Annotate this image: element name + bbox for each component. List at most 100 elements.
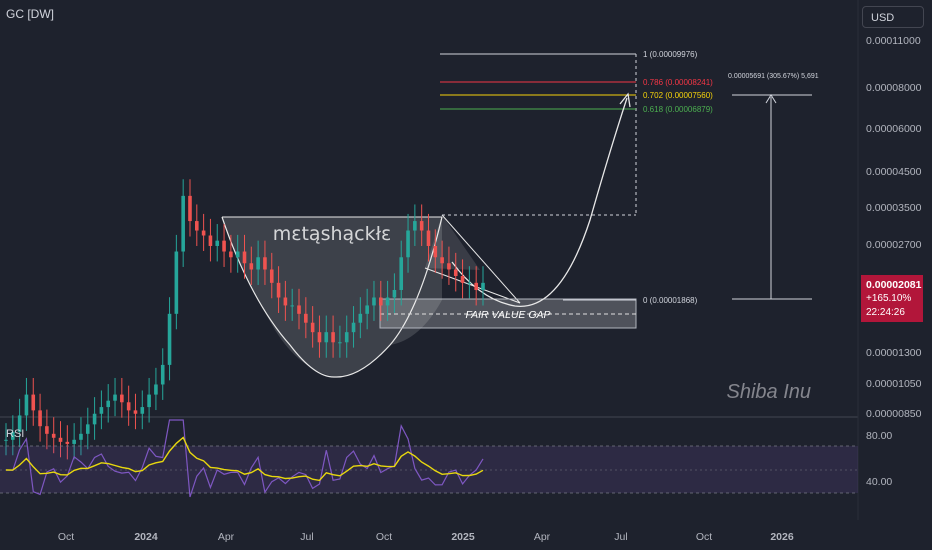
x-tick-label: Oct (696, 531, 712, 543)
candle-body (229, 251, 233, 258)
rsi-ma-line (5, 436, 484, 482)
candle-body (167, 313, 172, 365)
x-tick-label: Jul (300, 531, 313, 543)
candle-body (45, 426, 49, 434)
y-tick-label: 0.00003500 (866, 202, 922, 214)
candle-body (160, 364, 165, 385)
last-price: 0.00002081 (866, 279, 922, 291)
cup-fill (222, 217, 442, 378)
candle-body (385, 297, 390, 306)
y-tick-label: 0.00002700 (866, 239, 922, 251)
x-tick-label: Oct (376, 531, 392, 543)
y-tick-label: 0.00000850 (866, 408, 922, 420)
candle-body (474, 282, 478, 290)
bar-countdown: 22:24:26 (866, 307, 905, 318)
candle-body (208, 235, 213, 246)
candle-body (31, 394, 36, 411)
candle-body (38, 410, 42, 427)
y-tick-label: 0.00004500 (866, 166, 922, 178)
candle-body (304, 313, 308, 323)
x-tick-label: Apr (534, 531, 551, 543)
x-tick-label: Jul (614, 531, 627, 543)
candle-body (215, 240, 220, 246)
candle-body (290, 305, 294, 307)
candle-body (276, 282, 281, 298)
candle-body (242, 251, 247, 264)
measure-arrow-head (765, 94, 777, 104)
candle-body (358, 313, 363, 323)
candle-body (324, 332, 329, 343)
x-tick-label: 2024 (134, 531, 158, 543)
candle-body (426, 230, 431, 246)
candle-body (174, 251, 179, 314)
candle-body (338, 342, 342, 344)
candle-body (372, 297, 376, 306)
y-tick-label: 0.00001050 (866, 378, 922, 390)
y-tick-label: 0.00006000 (866, 123, 922, 135)
candle-body (188, 195, 192, 222)
candle-body (263, 257, 267, 270)
candle-body (147, 394, 151, 408)
asset-watermark: Shiba Inu (726, 381, 811, 403)
candle-body (269, 269, 274, 283)
price-change: +165.10% (866, 293, 912, 304)
rsi-line (5, 419, 484, 498)
candle-body (460, 276, 465, 283)
candle-body (51, 433, 56, 438)
candle-body (413, 221, 417, 231)
candle-body (406, 230, 410, 258)
candle-body (72, 439, 76, 444)
candle-body (65, 441, 70, 444)
candle-body (120, 394, 124, 403)
candle-body (79, 433, 83, 440)
candle-body (92, 413, 97, 425)
candle-body (11, 431, 15, 440)
candle-body (201, 230, 206, 236)
symbol-label[interactable]: GC [DW] (6, 7, 54, 21)
candle-body (106, 400, 111, 408)
handle-upper-line (441, 214, 521, 304)
fib-level-label: 1 (0.00009976) (643, 50, 698, 59)
candle-body (58, 437, 63, 442)
x-tick-label: 2025 (451, 531, 475, 543)
x-tick-label: 2026 (770, 531, 794, 543)
candle-body (24, 394, 29, 416)
candle-body (249, 263, 254, 270)
candle-body (365, 305, 369, 314)
fair-value-gap-label: FAIR VALUE GAP (466, 309, 551, 321)
rsi-upper-label: 80.00 (866, 430, 892, 442)
x-tick-label: Oct (58, 531, 74, 543)
currency-button[interactable]: USD (862, 6, 924, 28)
candle-body (256, 257, 260, 270)
rsi-pane-title[interactable]: RSI (6, 428, 25, 440)
rsi-band-fill (0, 446, 858, 493)
candle-body (99, 407, 104, 414)
y-tick-label: 0.00001300 (866, 347, 922, 359)
candle-body (126, 402, 131, 411)
candle-body (433, 245, 438, 258)
fib-level-label: 0.618 (0.00006879) (643, 105, 713, 114)
candle-body (447, 263, 451, 270)
x-tick-label: Apr (218, 531, 235, 543)
candle-body (4, 439, 8, 441)
handle-fill (425, 215, 480, 270)
candle-body (310, 322, 315, 333)
candle-body (297, 305, 301, 314)
candle-body (17, 415, 22, 432)
candle-body (154, 384, 158, 395)
candle-body (440, 257, 444, 264)
candle-body (85, 424, 90, 434)
fib-level-label: 0 (0.00001868) (643, 296, 698, 305)
candle-body (317, 332, 322, 343)
candle-body (181, 195, 185, 252)
fib-level-label: 0.786 (0.00008241) (643, 78, 713, 87)
candle-body (399, 257, 404, 290)
measure-label: 0.00005691 (305.67%) 5,691 (728, 73, 819, 80)
fib-level-label: 0.702 (0.00007560) (643, 91, 713, 100)
candle-body (331, 332, 335, 343)
candle-body (195, 221, 199, 231)
candle-body (467, 282, 472, 284)
candle-body (392, 289, 397, 298)
